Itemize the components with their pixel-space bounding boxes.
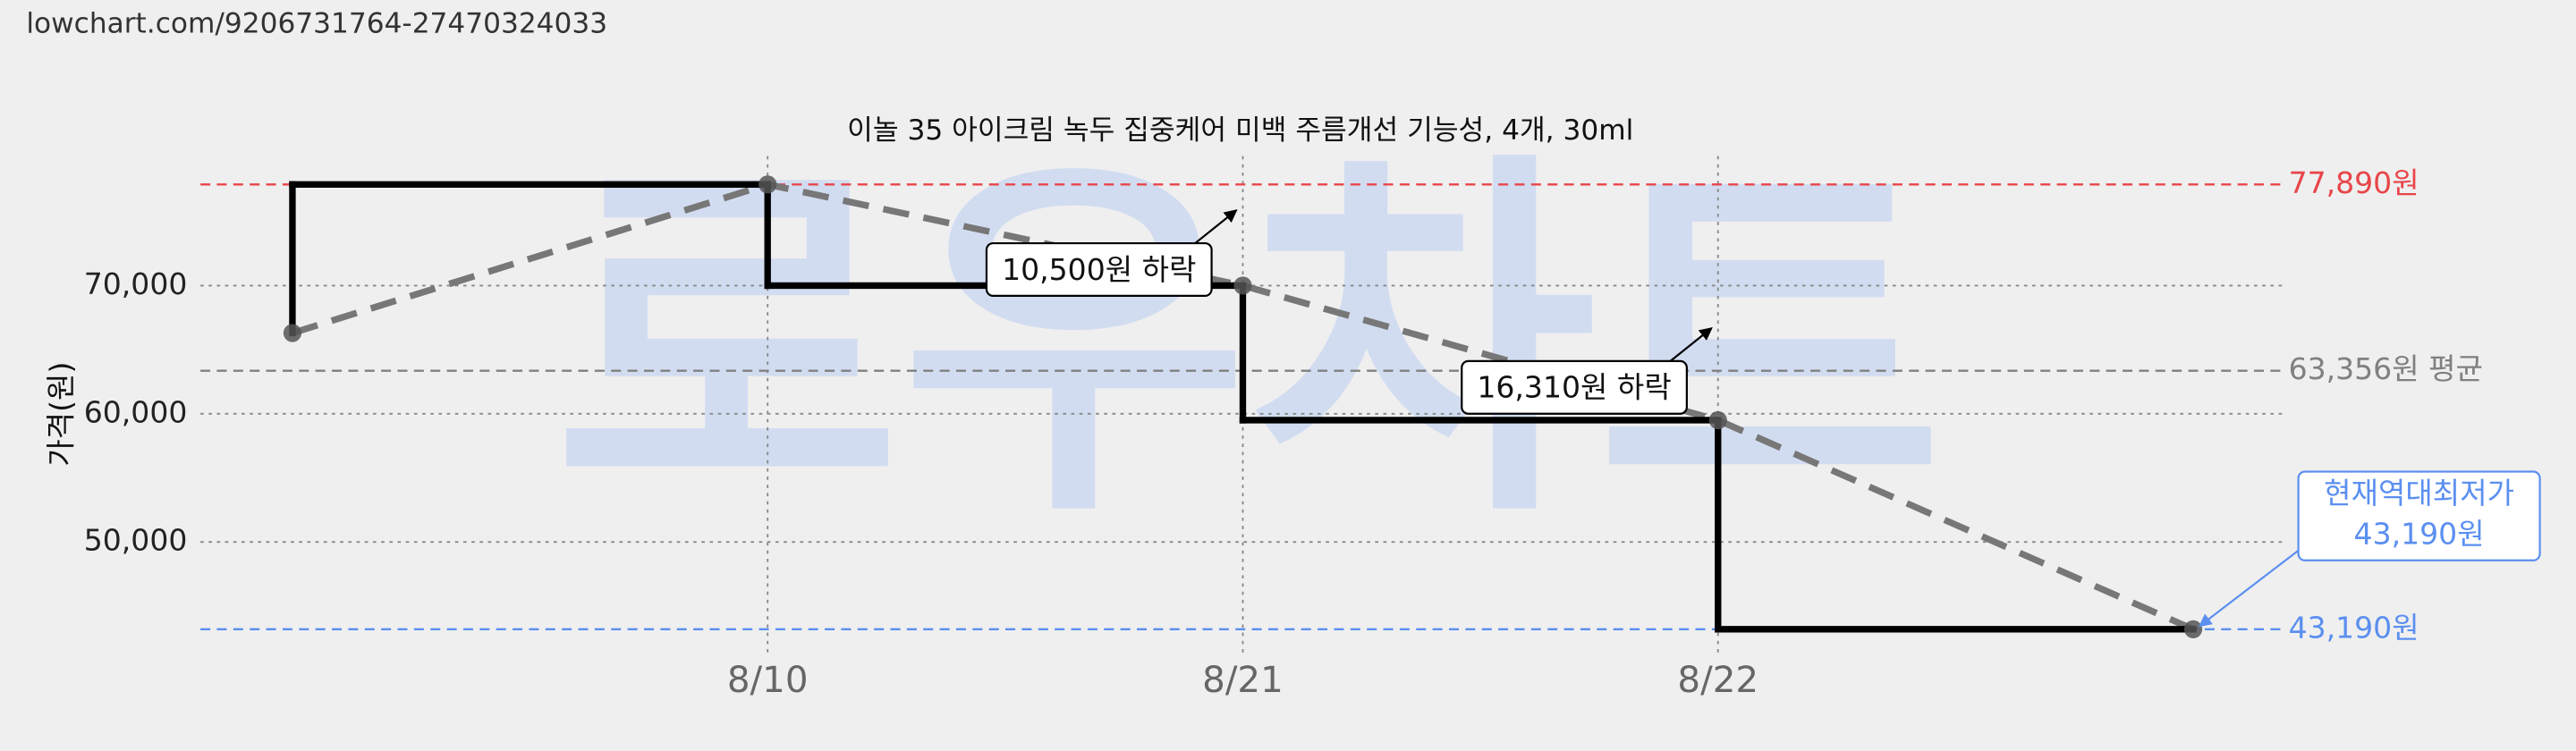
y-axis-label: 가격(원) [43,362,78,467]
annotation: 10,500원 하락 [985,209,1238,297]
reference-label: 43,190원 [2289,610,2419,645]
x-tick-label: 8/22 [1677,658,1758,701]
annotation-text: 43,190원 [2354,517,2485,552]
annotation: 16,310원 하락 [1461,326,1713,415]
annotation: 현재역대최저가 43,190원 [2198,470,2541,628]
watermark: 로우차트 [554,122,1945,562]
data-point [283,324,302,342]
annotation-arrow [1669,326,1713,362]
reference-label: 77,890원 [2289,165,2419,200]
annotation-box [1461,359,1688,415]
data-point [1708,410,1727,430]
url: lowchart.com/9206731764-27470324033 [26,8,607,40]
y-tick-label: 70,000 [84,266,188,301]
x-tick-label: 8/21 [1202,658,1284,701]
data-point [2183,620,2203,638]
reference-label: 63,356원 평균 [2289,351,2483,386]
annotation-box [985,241,1213,297]
annotation-text: 현재역대최저가 [2324,476,2514,511]
y-tick-label: 50,000 [84,523,188,558]
annotation-text: 10,500원 하락 [1002,252,1196,287]
trend-line [291,181,2195,633]
data-point [758,175,777,194]
x-tick-label: 8/10 [727,658,809,701]
annotation-text: 16,310원 하락 [1477,370,1671,405]
annotation-box [2297,470,2541,561]
annotation-arrow [2198,549,2300,628]
chart-title: 이놀 35 아이크림 녹두 집중케어 미백 주름개선 기능성, 4개, 30ml [847,114,1633,147]
y-tick-label: 60,000 [84,394,188,429]
annotation-arrow [1194,209,1238,244]
data-point [1233,276,1252,295]
